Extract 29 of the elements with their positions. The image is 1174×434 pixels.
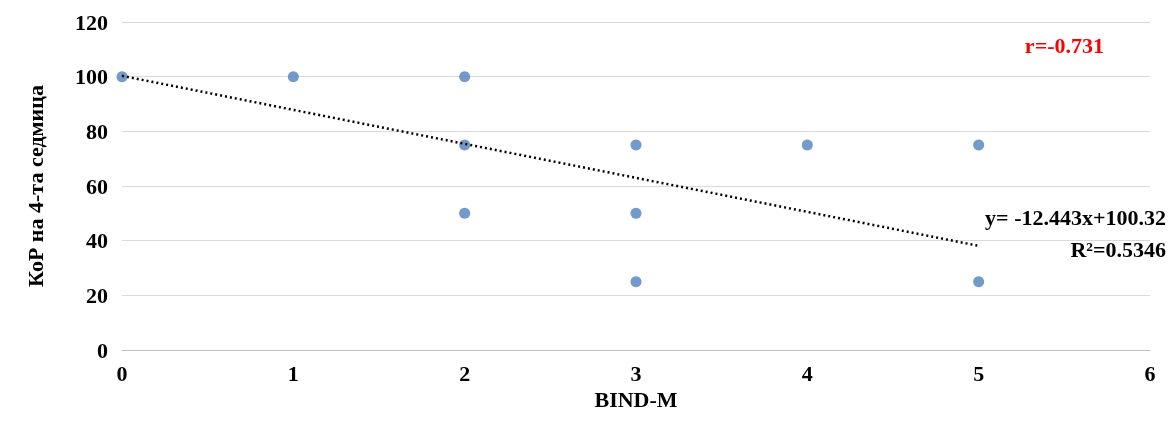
x-tick-label: 0 [116,360,128,386]
x-axis-title: BIND-M [594,387,678,413]
x-tick-label: 1 [287,360,299,386]
x-tick-label: 5 [973,360,985,386]
point [459,71,471,83]
point [459,207,471,219]
x-tick-label: 2 [459,360,471,386]
annotation: r=-0.731 [1024,32,1105,58]
point [630,207,642,219]
y-tick-label: 0 [97,337,108,363]
annotation: R²=0.5346 [1070,236,1167,262]
point [116,71,128,83]
point [630,139,642,151]
x-tick-label: 4 [801,360,813,386]
y-tick-label: 20 [86,282,108,308]
y-tick-label: 60 [86,173,108,199]
x-tick-label: 3 [630,360,642,386]
point [801,139,813,151]
y-tick-label: 80 [86,118,108,144]
y-tick-label: 120 [75,9,108,35]
annotation: y= -12.443x+100.32 [985,204,1167,230]
y-tick-label: 100 [75,64,108,90]
y-tick-label: 40 [86,228,108,254]
point [287,71,299,83]
point [973,276,985,288]
x-tick-label: 6 [1144,360,1156,386]
y-axis-title: КоР на 4-та седмица [22,85,48,287]
point [630,276,642,288]
point [973,139,985,151]
